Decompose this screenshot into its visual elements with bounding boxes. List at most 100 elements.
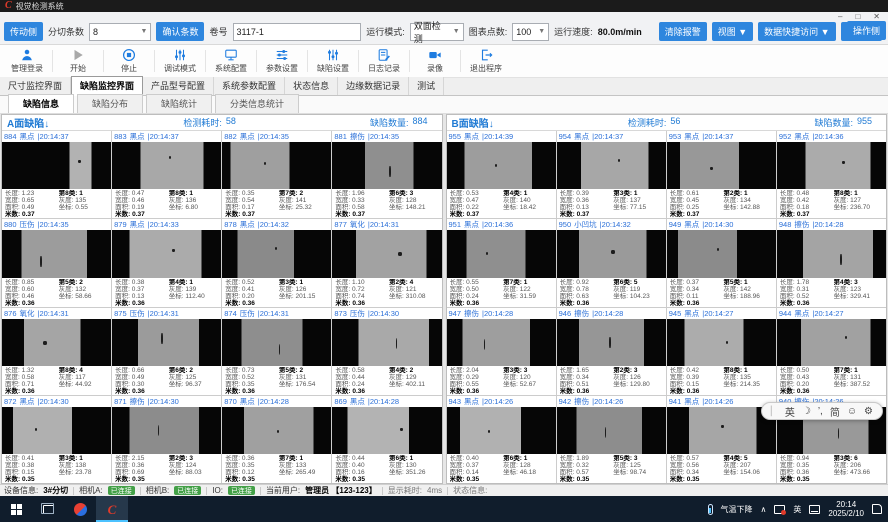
notification-center-icon[interactable] [872,504,882,514]
main-tab-3[interactable]: 系统参数配置 [214,77,286,95]
task-view-button[interactable] [32,496,64,522]
sub-tab-0[interactable]: 缺陷信息 [8,94,75,113]
param-settings-button[interactable]: 参数设置 [257,47,307,75]
main-tab-4[interactable]: 状态信息 [285,77,339,95]
defect-image[interactable] [666,318,776,366]
panel-b-title[interactable]: B面缺陷↓ [451,119,494,130]
defect-image[interactable] [446,318,556,366]
thermometer-icon[interactable] [707,503,713,515]
defect-card[interactable]: 955 黑点 |20:14:39 长度: 0.53 宽度: 0.47 面积: 0… [446,131,556,219]
defect-settings-button[interactable]: 缺陷设置 [308,47,358,75]
taskbar-clock[interactable]: 20:14 2025/2/10 [828,500,864,518]
defect-card[interactable]: 945 黑点 |20:14:27 长度: 0.42 宽度: 0.39 面积: 0… [666,307,776,395]
defect-card[interactable]: 872 黑点 |20:14:30 长度: 0.41 宽度: 0.38 面积: 0… [2,395,112,483]
main-tab-5[interactable]: 边缘数据记录 [338,77,410,95]
ime-moon-icon[interactable]: ☽ [801,405,811,417]
keyboard-icon[interactable] [809,504,821,514]
minimize-button[interactable]: – [838,12,843,21]
defect-image[interactable] [2,406,112,454]
defect-image[interactable] [776,230,886,278]
exit-program-button[interactable]: 退出程序 [461,47,511,75]
defect-image[interactable] [222,142,332,190]
defect-card[interactable]: 941 黑点 |20:14:26 长度: 0.57 宽度: 0.56 面积: 0… [666,395,776,483]
debug-mode-button[interactable]: 调试模式 [155,47,205,75]
ime-emoji-icon[interactable]: ☺ [846,405,858,417]
sub-tab-2[interactable]: 缺陷统计 [146,94,213,113]
defect-image[interactable] [2,318,112,366]
ime-language-indicator[interactable]: 英 [793,504,802,514]
tray-expand-icon[interactable]: ∧ [760,504,767,514]
sub-tab-3[interactable]: 分类信息统计 [215,94,300,113]
maximize-button[interactable]: □ [855,12,861,21]
record-video-button[interactable]: 录像 [410,47,460,75]
panel-a-title[interactable]: A面缺陷↓ [7,119,50,130]
defect-image[interactable] [222,406,332,454]
pinned-app-button[interactable] [64,496,96,522]
defect-card[interactable]: 880 压伤 |20:14:35 长度: 0.85 宽度: 0.60 面积: 0… [2,219,112,307]
defect-image[interactable] [222,230,332,278]
defect-image[interactable] [332,406,442,454]
defect-image[interactable] [556,318,666,366]
view-menu-button[interactable]: 视图 ▼ [711,22,754,41]
defect-card[interactable]: 952 黑点 |20:14:36 长度: 0.48 宽度: 0.42 面积: 0… [776,131,886,219]
defect-image[interactable] [666,406,776,454]
defect-image[interactable] [112,318,222,366]
defect-card[interactable]: 944 黑点 |20:14:27 长度: 0.50 宽度: 0.43 面积: 0… [776,307,886,395]
main-tab-6[interactable]: 测试 [409,77,445,95]
roll-number-input[interactable] [232,22,362,41]
ime-drag-handle[interactable]: ▏ [770,405,778,416]
defect-image[interactable] [112,142,222,190]
defect-card[interactable]: 878 黑点 |20:14:32 长度: 0.52 宽度: 0.41 面积: 0… [222,219,332,307]
defect-image[interactable] [446,406,556,454]
defect-image[interactable] [666,142,776,190]
ime-simplified[interactable]: 简 [829,407,840,419]
inspection-app-button[interactable]: C [96,496,128,522]
confirm-count-button[interactable]: 确认条数 [156,22,205,41]
defect-image[interactable] [776,142,886,190]
drive-side-button[interactable]: 传动侧 [4,22,44,41]
defect-card[interactable]: 881 擦伤 |20:14:35 长度: 1.96 宽度: 0.33 面积: 0… [332,131,442,219]
defect-card[interactable]: 948 擦伤 |20:14:28 长度: 1.78 宽度: 0.31 面积: 0… [776,219,886,307]
defect-image[interactable] [332,142,442,190]
defect-image[interactable] [556,142,666,190]
defect-image[interactable] [446,230,556,278]
ime-punctuation[interactable]: ’, [817,405,823,417]
defect-card[interactable]: 946 擦伤 |20:14:28 长度: 1.65 宽度: 0.34 面积: 0… [556,307,666,395]
log-record-button[interactable]: 日志记录 [359,47,409,75]
admin-login-button[interactable]: 管理登录 [2,47,52,75]
data-quick-access-button[interactable]: 数据快捷访问 ▼ [758,22,836,41]
defect-card[interactable]: 882 黑点 |20:14:35 长度: 0.35 宽度: 0.54 面积: 0… [222,131,332,219]
defect-card[interactable]: 954 黑点 |20:14:37 长度: 0.39 宽度: 0.36 面积: 0… [556,131,666,219]
defect-card[interactable]: 942 擦伤 |20:14:26 长度: 1.89 宽度: 0.32 面积: 0… [556,395,666,483]
defect-card[interactable]: 874 压伤 |20:14:31 长度: 0.73 宽度: 0.52 面积: 0… [222,307,332,395]
defect-card[interactable]: 884 黑点 |20:14:37 长度: 1.23 宽度: 0.65 面积: 0… [2,131,112,219]
operator-side-button[interactable]: 操作侧 [846,21,886,40]
defect-card[interactable]: 883 黑点 |20:14:37 长度: 0.47 宽度: 0.46 面积: 0… [112,131,222,219]
message-badge-icon[interactable] [774,504,787,515]
defect-image[interactable] [556,406,666,454]
defect-image[interactable] [2,230,112,278]
defect-image[interactable] [776,318,886,366]
defect-image[interactable] [332,230,442,278]
stop-button[interactable]: 停止 [104,47,154,75]
defect-card[interactable]: 953 黑点 |20:14:37 长度: 0.61 宽度: 0.45 面积: 0… [666,131,776,219]
sub-tab-1[interactable]: 缺陷分布 [77,94,144,113]
start-button[interactable] [0,496,32,522]
defect-card[interactable]: 951 黑点 |20:14:36 长度: 0.55 宽度: 0.50 面积: 0… [446,219,556,307]
defect-image[interactable] [666,230,776,278]
defect-card[interactable]: 876 氧化 |20:14:31 长度: 1.32 宽度: 0.58 面积: 0… [2,307,112,395]
close-button[interactable]: ✕ [873,12,880,21]
defect-card[interactable]: 875 压伤 |20:14:31 长度: 0.66 宽度: 0.49 面积: 0… [112,307,222,395]
ime-lang-english[interactable]: 英 [784,407,795,419]
defect-card[interactable]: 873 压伤 |20:14:30 长度: 0.58 宽度: 0.44 面积: 0… [332,307,442,395]
defect-image[interactable] [222,318,332,366]
defect-image[interactable] [332,318,442,366]
defect-card[interactable]: 947 擦伤 |20:14:28 长度: 2.04 宽度: 0.29 面积: 0… [446,307,556,395]
defect-card[interactable]: 950 小凹坑 |20:14:32 长度: 0.92 宽度: 0.78 面积: … [556,219,666,307]
defect-card[interactable]: 879 黑点 |20:14:33 长度: 0.38 宽度: 0.37 面积: 0… [112,219,222,307]
ime-settings-icon[interactable]: ⚙ [864,405,873,417]
start-button[interactable]: 开始 [53,47,103,75]
clear-alarm-button[interactable]: 清除报警 [658,22,707,41]
defect-card[interactable]: 943 黑点 |20:14:26 长度: 0.40 宽度: 0.37 面积: 0… [446,395,556,483]
run-mode-select[interactable]: 双面检测 ▼ [409,21,464,44]
